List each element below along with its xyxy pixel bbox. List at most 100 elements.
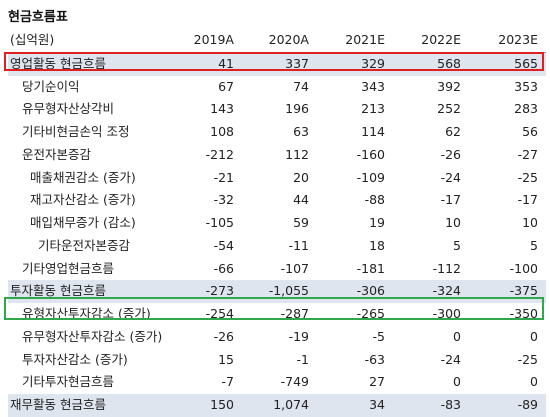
value-cell: 67 (218, 78, 234, 94)
value-cell: 15 (218, 351, 234, 367)
table-row: 유무형자산투자감소 (증가) -26 -19 -5 0 0 (8, 326, 546, 349)
table-row: 운전자본증감 -212 112 -160 -26 -27 (8, 144, 546, 167)
row-label: 유형자산투자감소 (증가) (22, 306, 151, 321)
value-cell: 0 (453, 328, 461, 344)
year-header: 2019A (193, 32, 234, 47)
value-cell: 74 (293, 78, 309, 94)
value-cell: -749 (280, 374, 309, 390)
value-cell: -105 (205, 215, 234, 230)
value-cell: 283 (514, 101, 538, 117)
value-cell: 62 (445, 124, 461, 139)
row-label: 유무형자산투자감소 (증가) (22, 328, 163, 344)
value-cell: 27 (369, 374, 385, 390)
value-cell: 252 (437, 101, 461, 117)
value-cell: -17 (517, 192, 538, 208)
value-cell: -287 (280, 306, 309, 321)
value-cell: -1,055 (268, 283, 309, 299)
value-cell: -306 (356, 283, 385, 299)
value-cell: 213 (361, 101, 385, 117)
highlight-box-capex (4, 297, 544, 320)
row-label: 영업활동 현금흐름 (10, 55, 106, 71)
value-cell: -89 (517, 397, 538, 412)
value-cell: 392 (437, 78, 461, 94)
value-cell: 34 (369, 397, 385, 412)
value-cell: -107 (280, 260, 309, 276)
value-cell: -54 (213, 237, 234, 253)
year-header: 2023E (498, 32, 538, 47)
unit-label: (십억원) (10, 32, 55, 47)
value-cell: -11 (288, 237, 309, 253)
value-cell: -350 (509, 306, 538, 321)
value-cell: 353 (514, 78, 538, 94)
value-cell: -1 (296, 351, 309, 367)
row-label: 재무활동 현금흐름 (10, 397, 106, 412)
table-row: 재무활동 현금흐름 150 1,074 34 -83 -89 (8, 394, 546, 417)
row-label: 유무형자산상각비 (22, 101, 115, 117)
value-cell: 5 (530, 237, 538, 253)
year-header: 2021E (345, 32, 385, 47)
value-cell: -32 (213, 192, 234, 208)
value-cell: -19 (288, 328, 309, 344)
highlight-box-operating (4, 52, 544, 71)
value-cell: 44 (293, 192, 309, 208)
value-cell: 337 (285, 55, 309, 71)
row-label: 기타비현금손익 조정 (22, 124, 130, 139)
value-cell: -7 (221, 374, 234, 390)
value-cell: 20 (293, 169, 309, 185)
value-cell: 114 (361, 124, 385, 139)
row-label: 기타운전자본증감 (38, 237, 131, 253)
value-cell: 196 (285, 101, 309, 117)
year-header: 2020A (268, 32, 309, 47)
table-row: 매입채무증가 (감소) -105 59 19 10 10 (8, 212, 546, 235)
value-cell: -63 (364, 351, 385, 367)
row-label: 매입채무증가 (감소) (30, 215, 136, 230)
value-cell: 5 (453, 237, 461, 253)
value-cell: 568 (437, 55, 461, 71)
value-cell: -17 (440, 192, 461, 208)
value-cell: -24 (440, 351, 461, 367)
value-cell: -66 (213, 260, 234, 276)
value-cell: 10 (445, 215, 461, 230)
value-cell: -324 (432, 283, 461, 299)
value-cell: -375 (509, 283, 538, 299)
table-row: 기타영업현금흐름 -66 -107 -181 -112 -100 (8, 258, 546, 281)
row-label: 운전자본증감 (22, 146, 92, 162)
table-row: 투자자산감소 (증가) 15 -1 -63 -24 -25 (8, 349, 546, 372)
row-label: 투자활동 현금흐름 (10, 283, 106, 299)
value-cell: 19 (369, 215, 385, 230)
value-cell: -5 (372, 328, 385, 344)
value-cell: -273 (205, 283, 234, 299)
value-cell: 63 (293, 124, 309, 139)
row-label: 투자자산감소 (증가) (22, 351, 128, 367)
value-cell: 108 (210, 124, 234, 139)
value-cell: -109 (356, 169, 385, 185)
table-row: 유형자산투자감소 (증가) -254 -287 -265 -300 -350 (8, 303, 546, 326)
value-cell: -254 (205, 306, 234, 321)
value-cell: -25 (517, 169, 538, 185)
value-cell: -160 (356, 146, 385, 162)
value-cell: -100 (509, 260, 538, 276)
table-row: 기타비현금손익 조정 108 63 114 62 56 (8, 121, 546, 144)
row-label: 매출채권감소 (증가) (30, 169, 136, 185)
year-header: 2022E (421, 32, 461, 47)
value-cell: -27 (517, 146, 538, 162)
value-cell: -24 (440, 169, 461, 185)
value-cell: -21 (213, 169, 234, 185)
value-cell: -88 (364, 192, 385, 208)
cash-flow-table: (십억원) 2019A 2020A 2021E 2022E 2023E 영업활동… (8, 29, 546, 417)
row-label: 기타투자현금흐름 (22, 374, 115, 390)
table-row: 매출채권감소 (증가) -21 20 -109 -24 -25 (8, 167, 546, 190)
value-cell: 112 (285, 146, 309, 162)
value-cell: 56 (522, 124, 538, 139)
row-label: 당기순이익 (22, 78, 80, 94)
value-cell: 41 (218, 55, 234, 71)
value-cell: 565 (514, 55, 538, 71)
table-row: 기타투자현금흐름 -7 -749 27 0 0 (8, 371, 546, 394)
value-cell: 0 (530, 374, 538, 390)
value-cell: 0 (530, 328, 538, 344)
value-cell: 0 (453, 374, 461, 390)
value-cell: -265 (356, 306, 385, 321)
table-title: 현금흐름표 (8, 10, 68, 25)
value-cell: -83 (440, 397, 461, 412)
header-row: (십억원) 2019A 2020A 2021E 2022E 2023E (8, 29, 546, 53)
